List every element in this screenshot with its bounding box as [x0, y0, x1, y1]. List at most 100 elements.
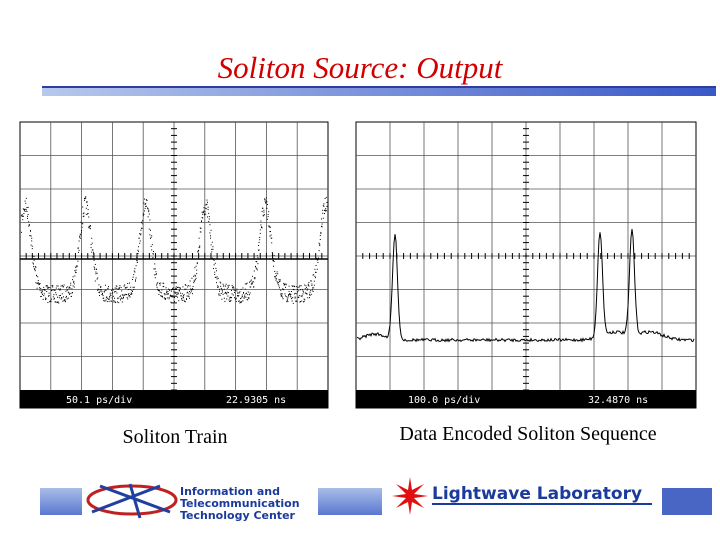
trace-dot [30, 230, 31, 232]
trace-dot [75, 266, 76, 268]
trace-dot [190, 292, 192, 294]
trace-dot [223, 297, 225, 299]
trace-dot [114, 287, 116, 289]
trace-dot [223, 288, 225, 290]
trace-dot [237, 295, 238, 297]
trace-dot [186, 292, 188, 294]
trace-dot [211, 241, 213, 243]
trace-dot [191, 277, 193, 279]
trace-dot [94, 280, 96, 282]
trace-dot [66, 295, 67, 297]
trace-dot [305, 292, 307, 294]
trace-dot [226, 291, 228, 293]
trace-dot [181, 299, 183, 301]
trace-dot [294, 286, 295, 288]
trace-dot [306, 293, 307, 295]
trace-dot [28, 225, 30, 227]
trace-dot [317, 261, 319, 263]
trace-dot [111, 292, 113, 294]
trace-dot [100, 285, 102, 287]
trace-dot [106, 301, 108, 303]
trace-dot [144, 210, 145, 212]
trace-dot [105, 284, 106, 286]
trace-dot [218, 293, 220, 295]
trace-dot [238, 300, 240, 302]
trace-dot [124, 287, 126, 289]
trace-dot [195, 277, 197, 279]
trace-dot [280, 289, 282, 291]
trace-dot [210, 229, 212, 231]
trace-dot [287, 297, 289, 299]
trace-dot [208, 212, 210, 214]
trace-dot [54, 289, 56, 291]
trace-dot [229, 296, 231, 298]
trace-dot [117, 288, 119, 290]
trace-dot [176, 292, 178, 294]
trace-dot [36, 287, 38, 289]
trace-dot [94, 263, 96, 265]
trace-dot [262, 214, 264, 216]
trace-dot [325, 196, 327, 198]
trace-dot [82, 216, 84, 218]
trace-dot [103, 290, 105, 292]
trace-dot [262, 215, 264, 217]
trace-dot [184, 300, 186, 302]
trace-dot [238, 292, 240, 294]
trace-dot [203, 210, 205, 212]
trace-dot [87, 212, 89, 214]
trace-dot [103, 300, 105, 302]
trace-dot [24, 200, 26, 202]
trace-dot [168, 298, 170, 300]
trace-dot [126, 286, 128, 288]
trace-dot [187, 285, 189, 287]
trace-dot [232, 287, 234, 289]
trace-dot [22, 215, 24, 217]
trace-dot [156, 286, 158, 288]
trace-dot [243, 291, 244, 293]
trace-dot [61, 293, 63, 295]
trace-dot [259, 236, 261, 238]
trace-dot [210, 235, 211, 237]
trace-dot [92, 256, 94, 258]
trace-dot [101, 294, 103, 296]
trace-dot [148, 228, 150, 230]
trace-dot [291, 285, 293, 287]
trace-dot [155, 271, 157, 273]
trace-dot [169, 289, 171, 291]
trace-dot [31, 245, 33, 247]
trace-dot [155, 274, 157, 276]
trace-dot [58, 295, 60, 297]
trace-dot [256, 255, 258, 257]
trace-dot [156, 284, 157, 286]
trace-dot [25, 197, 27, 199]
trace-dot [175, 292, 177, 294]
trace-dot [85, 207, 87, 209]
trace-dot [266, 201, 268, 203]
trace-dot [139, 234, 141, 236]
trace-dot [159, 290, 160, 292]
ittc-line: Information and [180, 485, 280, 498]
trace-dot [175, 287, 177, 289]
trace-dot [261, 227, 263, 229]
trace-dot [153, 250, 154, 252]
footer-block [318, 488, 382, 515]
trace-dot [195, 279, 196, 281]
trace-dot [217, 287, 219, 289]
trace-dot [220, 292, 222, 294]
trace-dot [140, 233, 142, 235]
trace-dot [75, 269, 77, 271]
trace-dot [312, 274, 314, 276]
trace-dot [67, 291, 69, 293]
trace-dot [292, 297, 294, 299]
trace-dot [73, 281, 75, 283]
trace-dot [164, 298, 166, 300]
trace-dot [79, 237, 81, 239]
trace-dot [245, 293, 247, 295]
trace-dot [303, 301, 305, 303]
trace-dot [236, 290, 238, 292]
trace-dot [27, 215, 28, 217]
trace-dot [236, 288, 238, 290]
trace-dot [39, 282, 41, 284]
trace-dot [324, 213, 325, 215]
